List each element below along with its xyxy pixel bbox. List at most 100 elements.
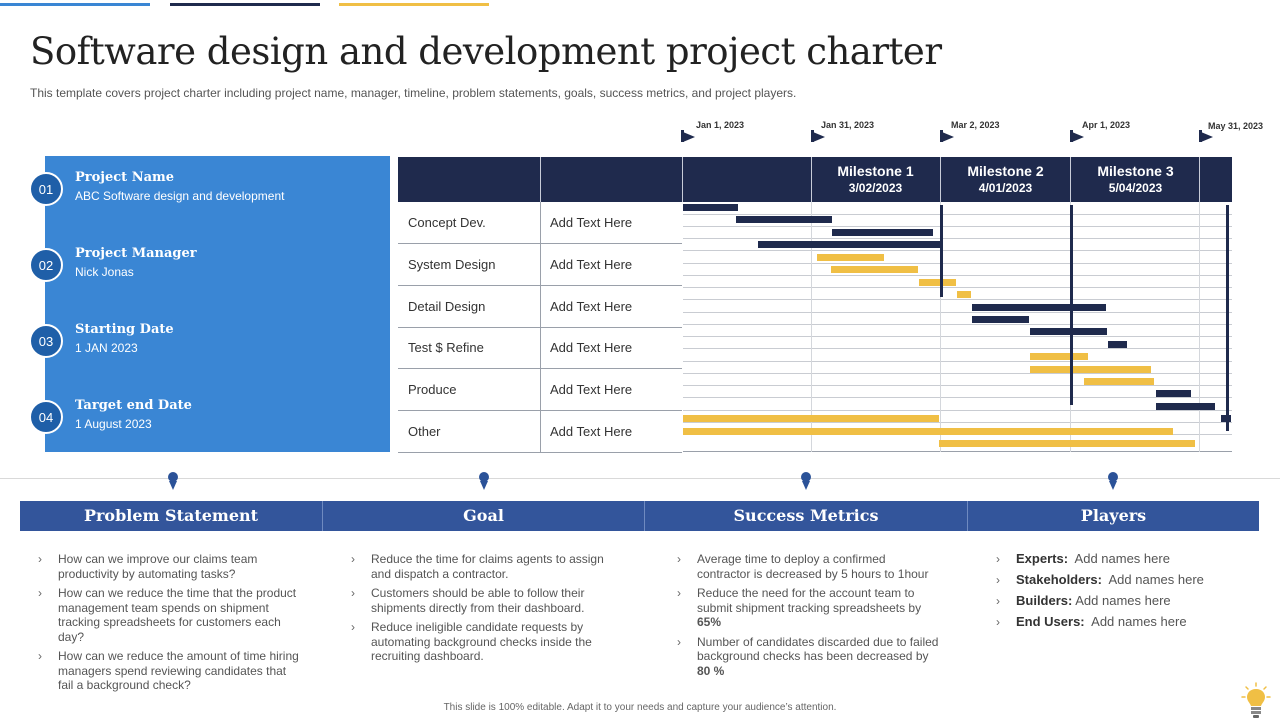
info-value: 1 August 2023: [75, 417, 152, 431]
chevron-right-icon: ›: [351, 552, 355, 566]
info-project-name: 01 Project Name ABC Software design and …: [29, 170, 389, 222]
gridline: [683, 312, 1232, 313]
list-item: › Reduce the time for claims agents to as…: [351, 552, 621, 581]
info-value: ABC Software design and development: [75, 189, 285, 203]
gantt-bar: [1030, 366, 1151, 373]
pin-icon: [479, 472, 489, 490]
info-label: Project Manager: [75, 246, 197, 261]
gantt-bar: [972, 316, 1029, 323]
info-value: Nick Jonas: [75, 265, 134, 279]
gridline: [683, 336, 1232, 337]
phase-text: Add Text Here: [550, 215, 633, 230]
list-item: › Experts: Add names here: [996, 551, 1246, 567]
accent-bar-blue: [0, 3, 150, 6]
pin-icon: [1108, 472, 1118, 490]
milestone-date: 4/01/2023: [978, 181, 1033, 195]
info-label: Target end Date: [75, 398, 192, 413]
phase-label: Produce: [408, 382, 457, 397]
date-flag-icon: [1070, 130, 1073, 142]
chevron-right-icon: ›: [996, 573, 1000, 587]
header-divider: [1070, 157, 1071, 202]
phase-text: Add Text Here: [550, 257, 633, 272]
chevron-right-icon: ›: [996, 615, 1000, 629]
gridline: [683, 263, 1232, 264]
phase-text: Add Text Here: [550, 424, 633, 439]
gridline: [683, 348, 1232, 349]
info-project-manager: 02 Project Manager Nick Jonas: [29, 246, 389, 298]
gantt-bar: [683, 428, 1173, 435]
accent-bar-navy: [170, 3, 320, 6]
gantt-bar: [939, 440, 1195, 447]
list-item-text: How can we reduce the time that the prod…: [58, 586, 297, 644]
gridline: [683, 422, 1232, 423]
player-role: Experts:: [1016, 551, 1069, 566]
player-role: Builders:: [1016, 593, 1073, 608]
success-metrics-header: Success Metrics: [645, 501, 967, 531]
date-flag-icon: [1201, 132, 1213, 142]
gridline: [683, 410, 1232, 411]
gridline: [1199, 202, 1200, 452]
gantt-chart: [683, 202, 1232, 452]
chevron-right-icon: ›: [677, 586, 681, 600]
milestone-header: Milestone 3 5/04/2023: [1071, 157, 1200, 202]
gantt-bar: [758, 241, 942, 248]
gantt-bar: [683, 415, 939, 422]
phase-text: Add Text Here: [550, 382, 633, 397]
header-divider: [940, 157, 941, 202]
phase-text: Add Text Here: [550, 340, 633, 355]
list-item: › How can we improve our claims team prod…: [38, 552, 303, 581]
problem-statement-list: › How can we improve our claims team prod…: [38, 552, 303, 697]
footer-note: This slide is 100% editable. Adapt it to…: [443, 702, 837, 713]
players-list: › Experts: Add names here › Stakeholders: …: [996, 551, 1246, 636]
list-item: › Customers should be able to follow thei…: [351, 586, 621, 615]
gridline: [683, 385, 1232, 386]
date-flag-icon: [942, 132, 954, 142]
chevron-right-icon: ›: [677, 552, 681, 566]
milestone-name: Milestone 3: [1097, 163, 1174, 179]
player-role: End Users:: [1016, 614, 1085, 629]
metric-value: 80 %: [697, 663, 725, 678]
problem-statement-header: Problem Statement: [20, 501, 322, 531]
header-divider: [682, 157, 683, 202]
page-title: Software design and development project …: [30, 30, 942, 73]
date-flag-icon: [940, 130, 943, 142]
gridline: [683, 287, 1232, 288]
player-names: Add names here: [1091, 614, 1187, 629]
milestone-header: Milestone 2 4/01/2023: [941, 157, 1070, 202]
date-flag-icon: [1072, 132, 1084, 142]
header-divider: [540, 157, 541, 202]
goal-header: Goal: [323, 501, 644, 531]
milestone-date: 5/04/2023: [1108, 181, 1163, 195]
milestone-name: Milestone 2: [967, 163, 1044, 179]
chevron-right-icon: ›: [38, 552, 42, 566]
gridline: [811, 202, 812, 452]
pin-icon: [168, 472, 178, 490]
gridline: [683, 397, 1232, 398]
list-item-text: Number of candidates discarded due to fa…: [697, 634, 939, 664]
list-item: › How can we reduce the time that the pro…: [38, 586, 303, 644]
gantt-bar: [736, 216, 832, 223]
gantt-bar: [1030, 328, 1107, 335]
gridline: [683, 373, 1232, 374]
header-divider: [1199, 157, 1200, 202]
project-info-panel: [45, 156, 390, 452]
phase-label: System Design: [408, 257, 496, 272]
info-value: 1 JAN 2023: [75, 341, 138, 355]
date-flag-icon: [813, 132, 825, 142]
table-row: Other Add Text Here: [398, 411, 682, 453]
info-target-end-date: 04 Target end Date 1 August 2023: [29, 398, 389, 450]
column-divider: [540, 202, 541, 452]
list-item-text: Average time to deploy a confirmed contr…: [697, 552, 929, 581]
chevron-right-icon: ›: [38, 649, 42, 663]
milestone-line: [1226, 205, 1229, 431]
light-bulb-icon: [1241, 682, 1271, 718]
player-names: Add names here: [1075, 593, 1171, 608]
gantt-bar: [832, 229, 933, 236]
list-item: › End Users: Add names here: [996, 614, 1246, 630]
list-item: › Average time to deploy a confirmed cont…: [677, 552, 942, 581]
chevron-right-icon: ›: [38, 586, 42, 600]
gridline: [683, 214, 1232, 215]
milestone-name: Milestone 1: [837, 163, 914, 179]
chevron-right-icon: ›: [677, 634, 681, 649]
player-role: Stakeholders:: [1016, 572, 1102, 587]
